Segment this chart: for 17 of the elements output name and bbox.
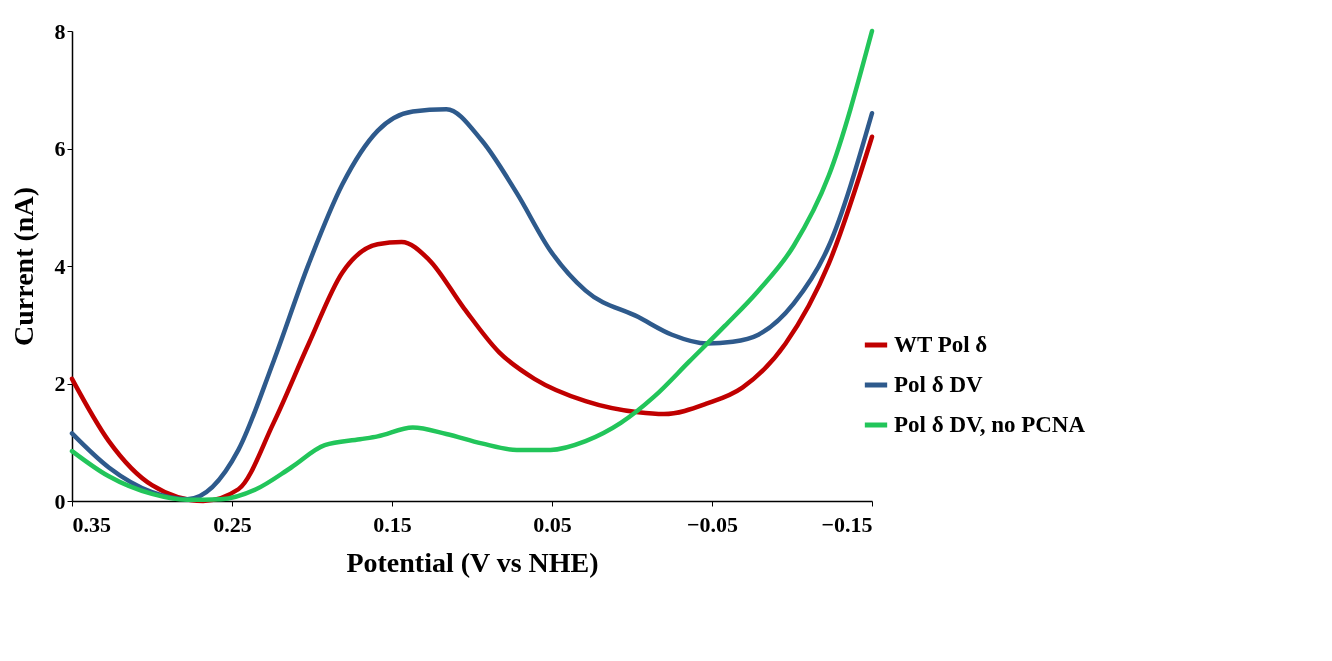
y-axis-title: Current (nA) <box>7 187 39 346</box>
line-series <box>69 28 875 503</box>
y-tick-label: 6 <box>54 136 66 161</box>
x-tick-label: −0.15 <box>821 511 873 537</box>
x-tick-label: 0.05 <box>533 511 572 537</box>
y-tick-label: 2 <box>54 371 66 396</box>
x-axis-title: Potential (V vs NHE) <box>346 546 599 578</box>
x-tick-label: 0.25 <box>213 511 252 537</box>
x-tick-label: 0.15 <box>373 511 412 537</box>
y-tick-label: 8 <box>54 18 66 44</box>
y-tick-label: 0 <box>54 488 66 514</box>
x-tick-label: 0.35 <box>72 511 111 537</box>
x-tick-label: −0.05 <box>686 511 739 537</box>
legend-label: Pol δ DV, no PCNA <box>894 412 1086 437</box>
y-tick-label: 4 <box>54 253 66 279</box>
legend-label: Pol δ DV <box>894 372 983 397</box>
legend-label: WT Pol δ <box>894 332 988 357</box>
